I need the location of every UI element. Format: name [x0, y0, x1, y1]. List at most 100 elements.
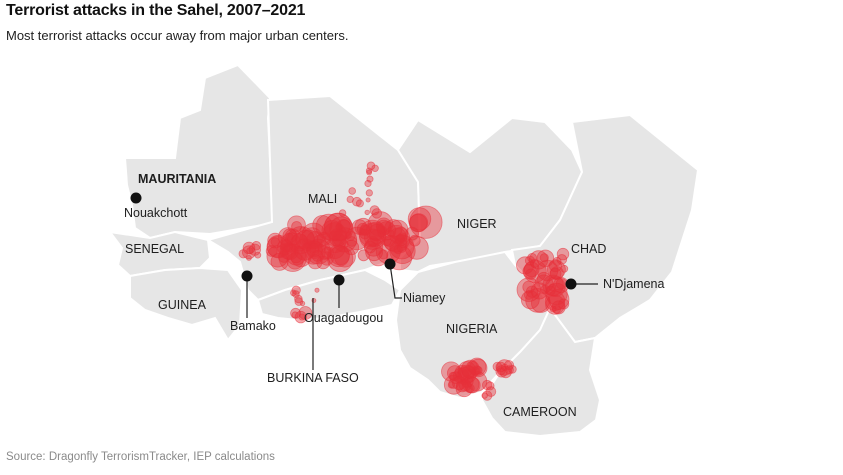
- country-label-mali: MALI: [308, 192, 337, 206]
- attack-bubble: [366, 161, 376, 171]
- chart-subtitle: Most terrorist attacks occur away from m…: [6, 28, 349, 43]
- guinea-shape: [129, 266, 244, 342]
- attack-bubble: [504, 360, 515, 371]
- attack-bubble: [298, 306, 313, 320]
- attack-bubble: [549, 267, 562, 280]
- attack-bubble: [366, 221, 385, 241]
- country-label-burkina-faso: BURKINA FASO: [267, 371, 359, 385]
- attack-bubble: [365, 189, 373, 197]
- attack-bubble: [336, 219, 351, 234]
- capital-label-bamako: Bamako: [230, 319, 276, 333]
- attack-bubble: [548, 288, 570, 310]
- country-label-mauritania: MAURITANIA: [138, 172, 216, 186]
- cameroon-shape: [480, 289, 602, 438]
- country-label-cameroon: CAMEROON: [503, 405, 577, 419]
- attack-bubble: [409, 205, 443, 239]
- capital-markers: [130, 192, 577, 290]
- bamako-marker: [241, 270, 253, 282]
- attack-bubble: [290, 307, 302, 319]
- attack-bubble: [343, 239, 360, 256]
- attack-bubble: [495, 361, 507, 373]
- attack-bubble: [346, 195, 354, 203]
- attack-bubble: [447, 381, 455, 389]
- nouakchott-marker: [130, 192, 142, 204]
- niamey-leader: [389, 263, 402, 299]
- attack-bubble: [366, 169, 373, 176]
- capital-label-ndjamena: N'Djamena: [603, 277, 664, 291]
- ouagadougou-marker: [333, 274, 345, 286]
- attack-bubble: [473, 365, 483, 375]
- attack-bubble: [321, 220, 343, 242]
- attack-bubble: [522, 264, 538, 279]
- attack-bubble: [245, 254, 252, 261]
- ndjamena-marker: [565, 278, 577, 290]
- attack-bubble: [522, 280, 536, 294]
- attack-bubble: [352, 196, 362, 207]
- attack-bubble: [365, 197, 371, 203]
- country-labels: MAURITANIA MALI NIGER CHAD SENEGAL GUINE…: [125, 172, 606, 419]
- attack-bubble: [312, 215, 333, 236]
- attack-bubble: [393, 226, 409, 242]
- capital-label-niamey: Niamey: [403, 291, 446, 305]
- attack-bubble: [302, 242, 311, 251]
- attack-bubble: [382, 225, 411, 253]
- country-label-senegal: SENEGAL: [125, 242, 184, 256]
- attack-bubble: [364, 209, 370, 216]
- attack-bubble: [455, 380, 473, 398]
- attack-bubble: [338, 209, 347, 217]
- attack-bubble: [355, 199, 364, 208]
- attack-bubble: [552, 256, 562, 266]
- attack-bubble: [323, 212, 353, 241]
- attack-bubble: [348, 187, 357, 195]
- attack-bubble: [481, 379, 493, 391]
- attack-bubble: [290, 289, 297, 297]
- attack-bubble: [292, 290, 300, 298]
- attack-bubble: [534, 274, 554, 294]
- capital-labels: Nouakchott Bamako Ouagadougou Niamey N'D…: [124, 206, 664, 333]
- burkina-faso-shape: [256, 268, 402, 322]
- attack-bubble: [524, 255, 535, 266]
- attack-bubble: [281, 243, 299, 261]
- capital-label-ouagadougou: Ouagadougou: [304, 311, 383, 325]
- attack-bubble: [299, 300, 306, 307]
- attack-bubble: [314, 287, 320, 293]
- attack-bubble: [254, 251, 262, 259]
- attack-bubble: [246, 247, 254, 255]
- capital-label-nouakchott: Nouakchott: [124, 206, 188, 220]
- attack-bubble: [398, 239, 408, 249]
- attack-bubble: [270, 237, 280, 247]
- attack-bubble: [443, 374, 464, 395]
- niamey-marker: [384, 258, 396, 270]
- country-label-nigeria: NIGERIA: [446, 322, 498, 336]
- attack-bubble: [266, 234, 291, 259]
- source-note: Source: Dragonfly TerrorismTracker, IEP …: [6, 451, 275, 463]
- country-label-chad: CHAD: [571, 242, 606, 256]
- attack-bubble: [307, 254, 323, 270]
- country-label-guinea: GUINEA: [158, 298, 207, 312]
- attack-bubble: [482, 390, 493, 401]
- attack-bubble: [251, 240, 262, 251]
- attack-bubble: [539, 253, 549, 263]
- attack-bubble: [457, 361, 477, 380]
- attack-bubbles: [238, 161, 570, 401]
- attack-bubble: [404, 235, 429, 260]
- country-shapes: [107, 63, 700, 438]
- chart-title: Terrorist attacks in the Sahel, 2007–202…: [6, 2, 306, 19]
- attack-bubble: [492, 361, 503, 372]
- attack-bubble: [556, 254, 568, 265]
- attack-bubble: [520, 290, 540, 310]
- attack-bubble: [265, 245, 278, 257]
- attack-bubble: [317, 244, 326, 253]
- attack-bubble: [531, 293, 551, 313]
- attack-bubble: [344, 231, 352, 239]
- attack-bubble: [364, 179, 372, 188]
- country-label-niger: NIGER: [457, 217, 497, 231]
- attack-bubble: [508, 364, 517, 374]
- attack-bubble: [319, 251, 334, 266]
- attack-bubble: [241, 245, 256, 260]
- attack-bubble: [365, 243, 384, 262]
- attack-bubble: [449, 371, 463, 385]
- attack-bubble: [369, 205, 380, 216]
- attack-bubble: [238, 249, 248, 259]
